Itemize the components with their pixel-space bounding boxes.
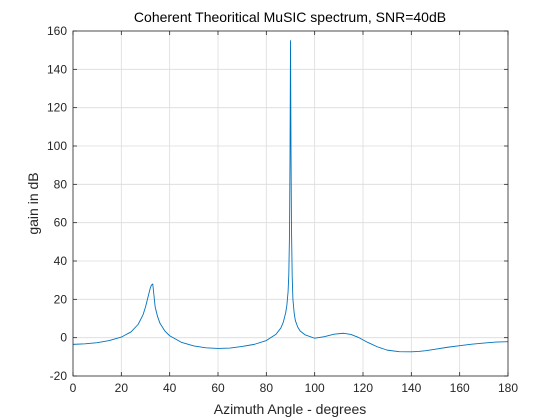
- y-tick-label: 160: [47, 24, 67, 38]
- y-tick-label: 60: [54, 216, 68, 230]
- spectrum-line: [72, 40, 509, 353]
- x-axis-title: Azimuth Angle - degrees: [214, 401, 367, 417]
- x-tick-label: 0: [70, 381, 77, 395]
- x-tick-label: 100: [305, 381, 325, 395]
- y-tick-label: 20: [54, 292, 68, 306]
- y-tick-label: 100: [47, 139, 67, 153]
- chart-title: Coherent Theoritical MuSIC spectrum, SNR…: [134, 9, 446, 25]
- x-tick-label: 160: [450, 381, 470, 395]
- x-tick-label: 60: [211, 381, 225, 395]
- x-tick-label: 40: [163, 381, 177, 395]
- x-tick-label: 140: [401, 381, 421, 395]
- y-tick-label: 120: [47, 101, 67, 115]
- y-tick-label: 0: [60, 331, 67, 345]
- x-tick-label: 180: [498, 381, 518, 395]
- series-group: [72, 40, 509, 353]
- y-tick-label: 40: [54, 254, 68, 268]
- x-tick-label: 20: [115, 381, 129, 395]
- axes-box: [72, 30, 509, 377]
- y-tick-label: 140: [47, 62, 67, 76]
- x-tick-label: 120: [353, 381, 373, 395]
- y-axis-title: gain in dB: [25, 172, 41, 234]
- y-tick-label: 80: [54, 177, 68, 191]
- y-tick-label: -20: [50, 369, 68, 383]
- x-tick-label: 80: [260, 381, 274, 395]
- ticks: 0 20 40 60 80 100 120 140 160 180-200204060801001…: [47, 24, 518, 395]
